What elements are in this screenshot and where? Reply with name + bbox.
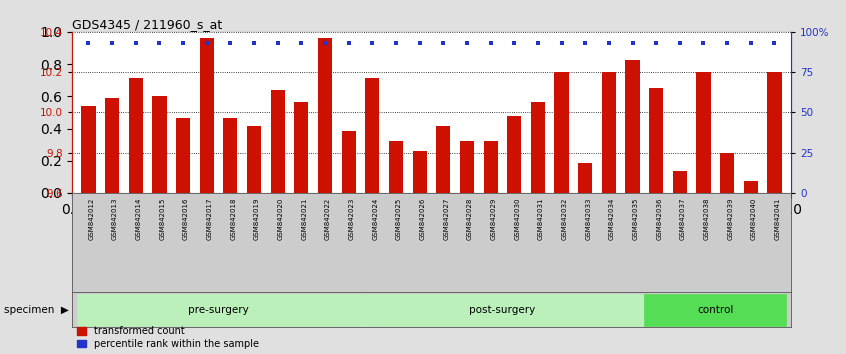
Point <box>508 40 521 46</box>
Bar <box>318 38 332 193</box>
Text: GSM842034: GSM842034 <box>609 198 615 240</box>
Bar <box>342 131 356 193</box>
Bar <box>554 72 569 193</box>
Text: GSM842030: GSM842030 <box>514 198 520 240</box>
Text: GSM842041: GSM842041 <box>774 198 781 240</box>
Point <box>106 40 119 46</box>
Text: GSM842035: GSM842035 <box>633 198 639 240</box>
Point <box>389 40 403 46</box>
Text: GSM842023: GSM842023 <box>349 198 354 240</box>
Point <box>744 40 757 46</box>
Point <box>365 40 379 46</box>
Point <box>176 40 190 46</box>
Bar <box>105 98 119 193</box>
Text: GSM842016: GSM842016 <box>183 198 190 240</box>
Text: GSM842027: GSM842027 <box>443 198 449 240</box>
Bar <box>578 163 592 193</box>
Bar <box>437 126 450 193</box>
Point <box>460 40 474 46</box>
Text: GSM842039: GSM842039 <box>728 198 733 240</box>
Bar <box>673 171 687 193</box>
Text: GSM842014: GSM842014 <box>135 198 142 240</box>
Text: GSM842020: GSM842020 <box>277 198 283 240</box>
Text: GSM842015: GSM842015 <box>159 198 166 240</box>
Point <box>294 40 308 46</box>
Bar <box>129 78 143 193</box>
Point <box>223 40 237 46</box>
Text: GDS4345 / 211960_s_at: GDS4345 / 211960_s_at <box>72 18 222 31</box>
Point <box>318 40 332 46</box>
Point <box>697 40 711 46</box>
Bar <box>247 126 261 193</box>
Point <box>247 40 261 46</box>
Bar <box>696 72 711 193</box>
Bar <box>81 106 96 193</box>
Legend: transformed count, percentile rank within the sample: transformed count, percentile rank withi… <box>77 326 259 349</box>
Text: pre-surgery: pre-surgery <box>188 305 249 315</box>
Point <box>579 40 592 46</box>
Point <box>437 40 450 46</box>
Bar <box>223 119 238 193</box>
Text: GSM842032: GSM842032 <box>562 198 568 240</box>
Point <box>342 40 355 46</box>
Text: GSM842017: GSM842017 <box>206 198 212 240</box>
Bar <box>507 116 521 193</box>
Bar <box>77 294 360 326</box>
Bar <box>484 141 497 193</box>
Text: GSM842021: GSM842021 <box>301 198 307 240</box>
Point <box>602 40 616 46</box>
Text: GSM842012: GSM842012 <box>89 198 95 240</box>
Text: GSM842033: GSM842033 <box>585 198 591 240</box>
Text: control: control <box>697 305 733 315</box>
Bar <box>152 96 167 193</box>
Point <box>555 40 569 46</box>
Text: specimen  ▶: specimen ▶ <box>4 305 69 315</box>
Bar <box>271 90 285 193</box>
Text: GSM842019: GSM842019 <box>254 198 260 240</box>
Text: GSM842038: GSM842038 <box>704 198 710 240</box>
Bar <box>360 294 645 326</box>
Bar <box>460 141 474 193</box>
Bar <box>645 294 786 326</box>
Text: GSM842025: GSM842025 <box>396 198 402 240</box>
Point <box>152 40 166 46</box>
Point <box>413 40 426 46</box>
Text: GSM842028: GSM842028 <box>467 198 473 240</box>
Text: GSM842040: GSM842040 <box>750 198 757 240</box>
Bar <box>389 141 403 193</box>
Bar <box>365 78 379 193</box>
Text: GSM842029: GSM842029 <box>491 198 497 240</box>
Text: GSM842031: GSM842031 <box>538 198 544 240</box>
Point <box>129 40 142 46</box>
Bar <box>602 72 616 193</box>
Bar <box>413 151 426 193</box>
Text: GSM842024: GSM842024 <box>372 198 378 240</box>
Bar <box>649 88 663 193</box>
Bar <box>200 38 214 193</box>
Point <box>626 40 640 46</box>
Point <box>82 40 96 46</box>
Bar <box>744 181 758 193</box>
Bar <box>720 153 734 193</box>
Text: GSM842022: GSM842022 <box>325 198 331 240</box>
Point <box>650 40 663 46</box>
Text: GSM842018: GSM842018 <box>230 198 236 240</box>
Bar <box>530 102 545 193</box>
Point <box>484 40 497 46</box>
Text: GSM842026: GSM842026 <box>420 198 426 240</box>
Text: GSM842037: GSM842037 <box>680 198 686 240</box>
Text: GSM842013: GSM842013 <box>113 198 118 240</box>
Bar <box>767 72 782 193</box>
Point <box>721 40 734 46</box>
Bar <box>294 102 309 193</box>
Point <box>200 40 213 46</box>
Point <box>271 40 284 46</box>
Point <box>531 40 545 46</box>
Point <box>767 40 781 46</box>
Bar <box>625 60 640 193</box>
Point <box>673 40 687 46</box>
Bar <box>176 119 190 193</box>
Text: post-surgery: post-surgery <box>470 305 536 315</box>
Text: GSM842036: GSM842036 <box>656 198 662 240</box>
